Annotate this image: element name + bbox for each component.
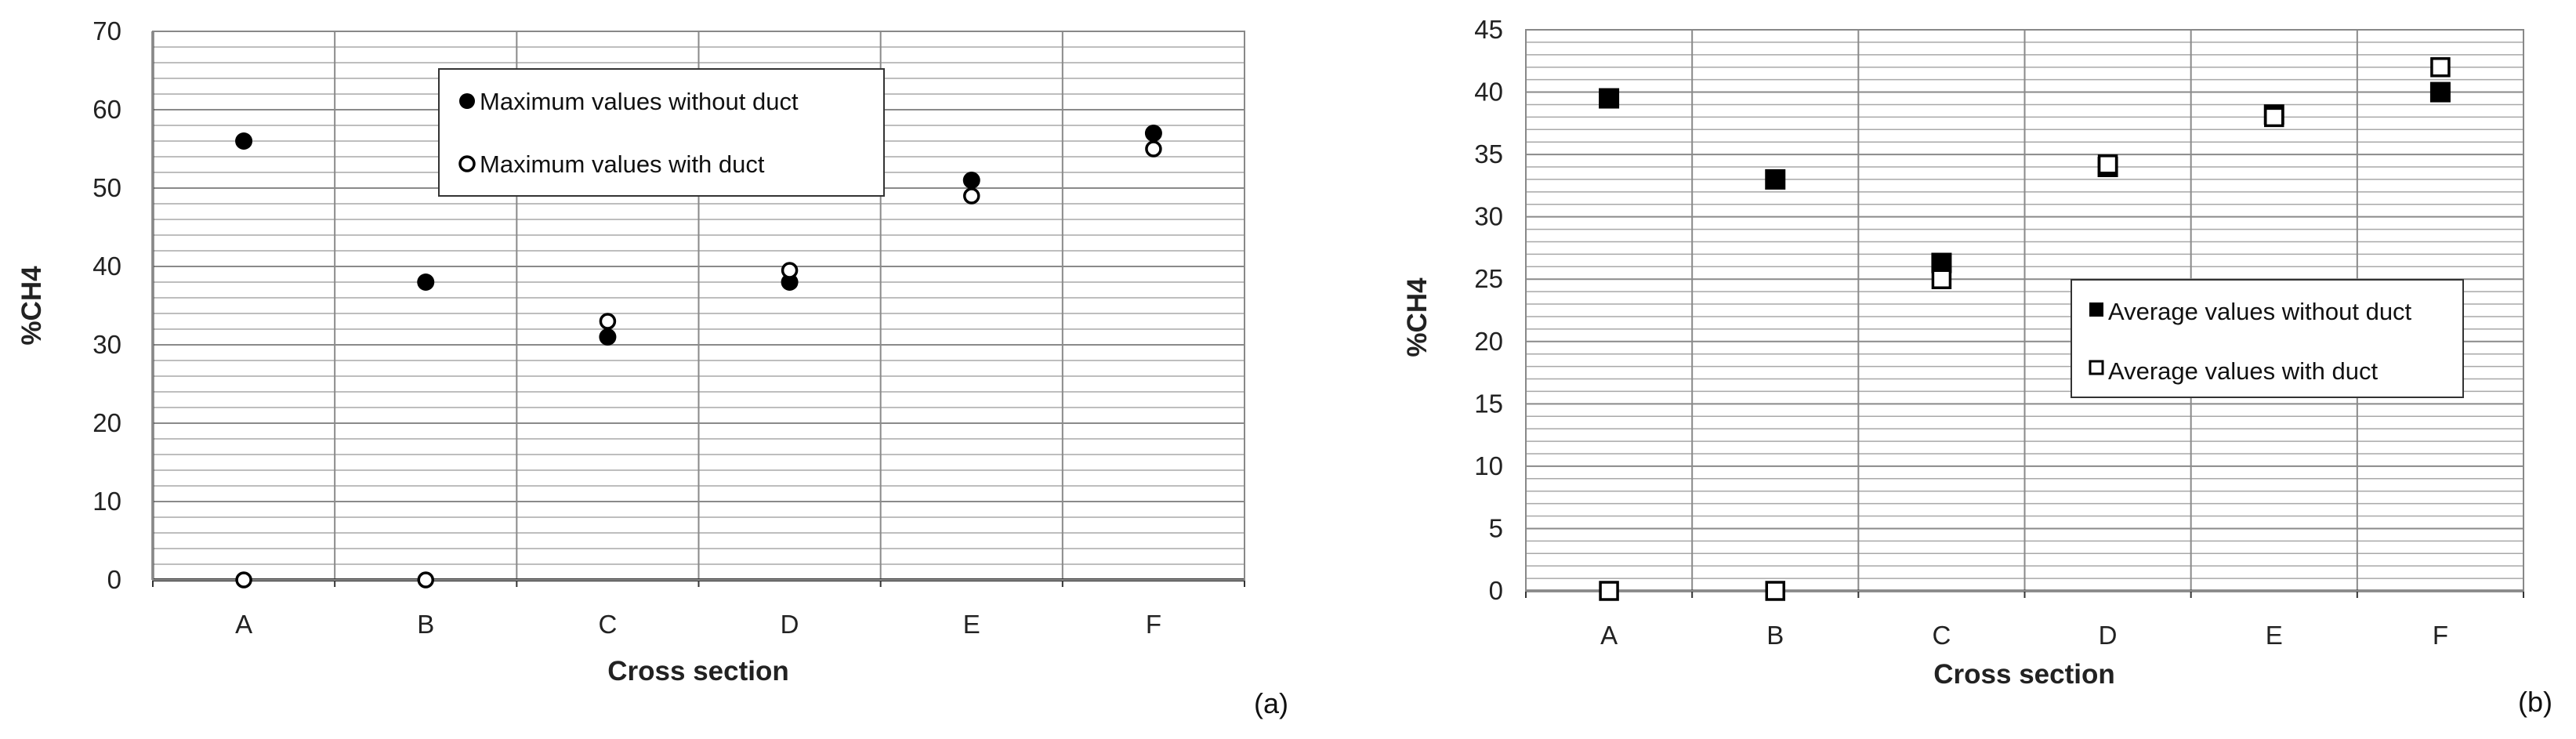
y-tick-label: 25 [1474,264,1503,293]
data-point-open-F [1145,140,1162,158]
legend-open-circle-icon [458,155,476,172]
y-tick-label: 0 [1489,576,1503,605]
x-tick-label: C [598,610,617,639]
x-tick-label: E [2266,621,2283,650]
y-tick-label: 20 [1474,327,1503,356]
data-point-filled-D [781,274,799,291]
data-point-open-D [2097,154,2118,175]
legend-filled-circle-icon [459,93,475,109]
chart-b-y-tick-labels: 0 5 10 15 20 25 30 35 40 45 [1474,15,1503,605]
y-tick-label: 45 [1474,15,1503,44]
x-tick-label: A [235,610,252,639]
chart-a-legend-label-1: Maximum values without duct [480,88,799,115]
chart-b-legend-label-1: Average values without duct [2108,298,2412,325]
y-tick-label: 35 [1474,139,1503,168]
chart-b-legend: Average values without duct Average valu… [2071,279,2464,398]
x-tick-label: B [1766,621,1784,650]
x-tick-label: A [1600,621,1618,650]
y-tick-label: 30 [1474,202,1503,231]
y-tick-label: 60 [92,95,121,124]
data-point-filled-A [1599,88,1620,109]
chart-a-legend-label-2: Maximum values with duct [480,150,765,178]
x-tick-label: E [963,610,980,639]
y-tick-label: 20 [92,408,121,437]
chart-a-data-points [235,125,1162,589]
chart-b-legend-box [2071,279,2464,398]
data-point-open-A [1599,581,1619,601]
chart-a-gridlines [151,31,1245,587]
y-tick-label: 15 [1474,389,1503,418]
y-tick-label: 30 [92,330,121,359]
chart-b-x-tick-labels: A B C D E F [1600,621,2448,650]
data-point-filled-A [235,132,253,150]
chart-a: 0 10 20 30 40 50 60 70 A B C D E F Cross section %CH… [16,16,1288,719]
chart-b-legend-label-2: Average values with duct [2108,357,2378,385]
y-tick-label: 40 [92,252,121,281]
chart-b-x-axis-title: Cross section [1933,659,2114,690]
data-point-open-B [1765,581,1785,601]
chart-b-y-axis-title: %CH4 [1402,277,1433,357]
y-tick-label: 40 [1474,78,1503,107]
data-point-open-A [235,571,252,589]
data-point-filled-B [417,274,435,291]
data-point-filled-F [1144,125,1162,142]
data-point-open-C [1931,269,1952,289]
x-tick-label: D [2099,621,2118,650]
chart-a-panel-label: (a) [1254,687,1288,719]
chart-a-x-tick-labels: A B C D E F [235,610,1161,639]
y-tick-label: 10 [92,487,121,516]
x-tick-label: F [1146,610,1161,639]
data-point-open-B [417,571,434,589]
x-tick-label: F [2433,621,2448,650]
data-point-open-E [2264,107,2284,128]
data-point-filled-E [962,172,980,189]
data-point-open-C [599,313,617,330]
chart-b-panel-label: (b) [2518,686,2552,718]
x-tick-label: C [1932,621,1951,650]
data-point-filled-C [599,328,617,346]
chart-a-legend: Maximum values without duct Maximum valu… [438,68,885,197]
chart-a-legend-box [438,68,885,197]
y-tick-label: 50 [92,173,121,202]
data-point-open-D [781,262,799,279]
legend-open-square-icon [2089,360,2104,375]
data-point-open-E [963,187,980,205]
data-point-filled-F [2429,82,2451,103]
chart-a-plot-frame [152,31,1245,581]
chart-a-x-axis-title: Cross section [607,656,788,686]
data-point-open-F [2430,56,2451,78]
chart-b-plot-frame [1525,29,2524,592]
legend-filled-square-icon [2089,302,2103,317]
x-tick-label: D [781,610,799,639]
y-tick-label: 5 [1489,513,1503,542]
y-tick-label: 70 [92,16,121,45]
y-tick-label: 10 [1474,451,1503,480]
y-tick-label: 0 [107,565,121,594]
x-tick-label: B [417,610,434,639]
data-point-filled-B [1765,168,1786,190]
chart-a-y-tick-labels: 0 10 20 30 40 50 60 70 [92,16,121,594]
chart-a-y-axis-title: %CH4 [16,266,47,346]
chart-b-data-points [1599,56,2451,601]
